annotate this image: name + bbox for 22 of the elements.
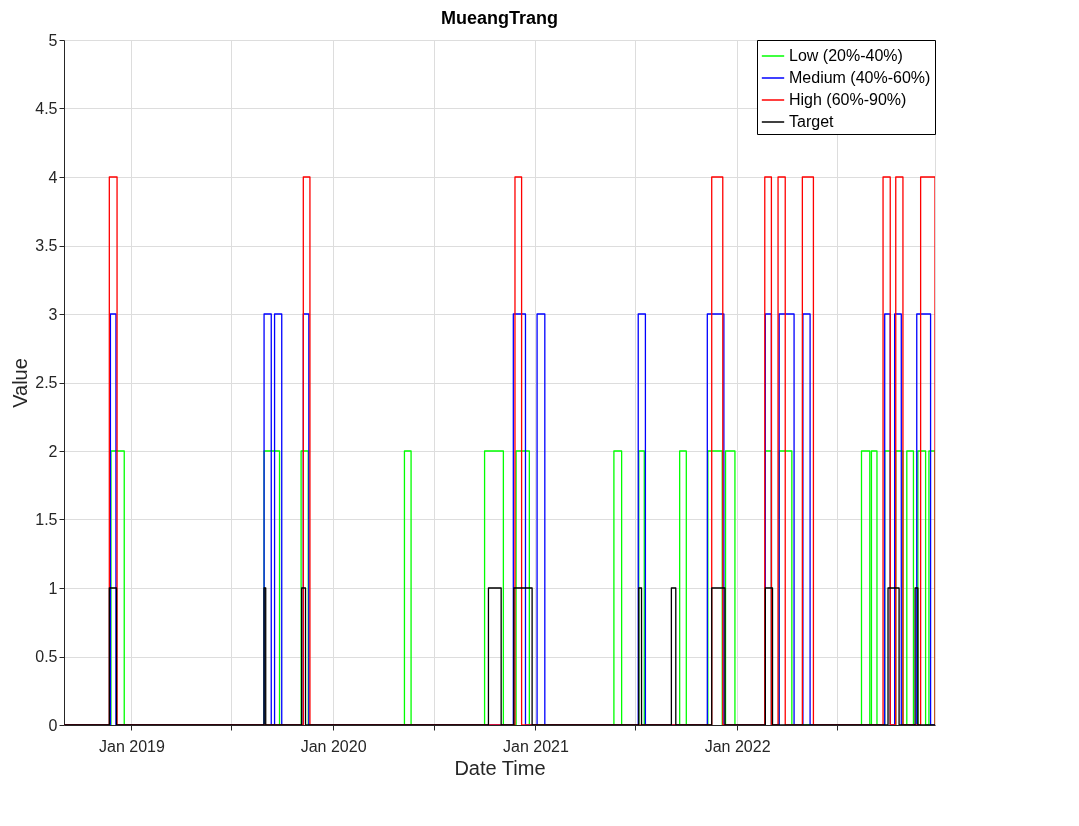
y-tick-label: 4	[48, 168, 58, 186]
y-tick-label: 1.5	[35, 511, 58, 528]
y-tick-label: 1	[48, 579, 58, 597]
y-tick-label: 0	[48, 716, 58, 734]
y-tick-label: 0.5	[35, 648, 58, 665]
x-tick-label: Jan 2022	[704, 737, 771, 755]
y-tick-label: 3	[48, 305, 58, 323]
x-tick-label: Jan 2020	[300, 737, 367, 755]
y-tick-label: 2.5	[35, 374, 58, 391]
legend-label: Target	[789, 113, 835, 130]
legend-label: Low (20%-40%)	[789, 47, 903, 64]
y-tick-label: 3.5	[35, 237, 58, 254]
y-tick-label: 2	[48, 442, 58, 460]
x-tick-label: Jan 2019	[99, 737, 165, 755]
legend-label: Medium (40%-60%)	[789, 69, 931, 86]
chart-title: MueangTrang	[440, 8, 559, 28]
y-axis-title: Value	[9, 358, 32, 408]
x-axis-title: Date Time	[454, 756, 546, 779]
x-tick-label: Jan 2021	[503, 737, 569, 755]
y-tick-label: 4.5	[35, 100, 58, 117]
legend-label: High (60%-90%)	[789, 91, 907, 108]
y-tick-label: 5	[48, 31, 58, 49]
